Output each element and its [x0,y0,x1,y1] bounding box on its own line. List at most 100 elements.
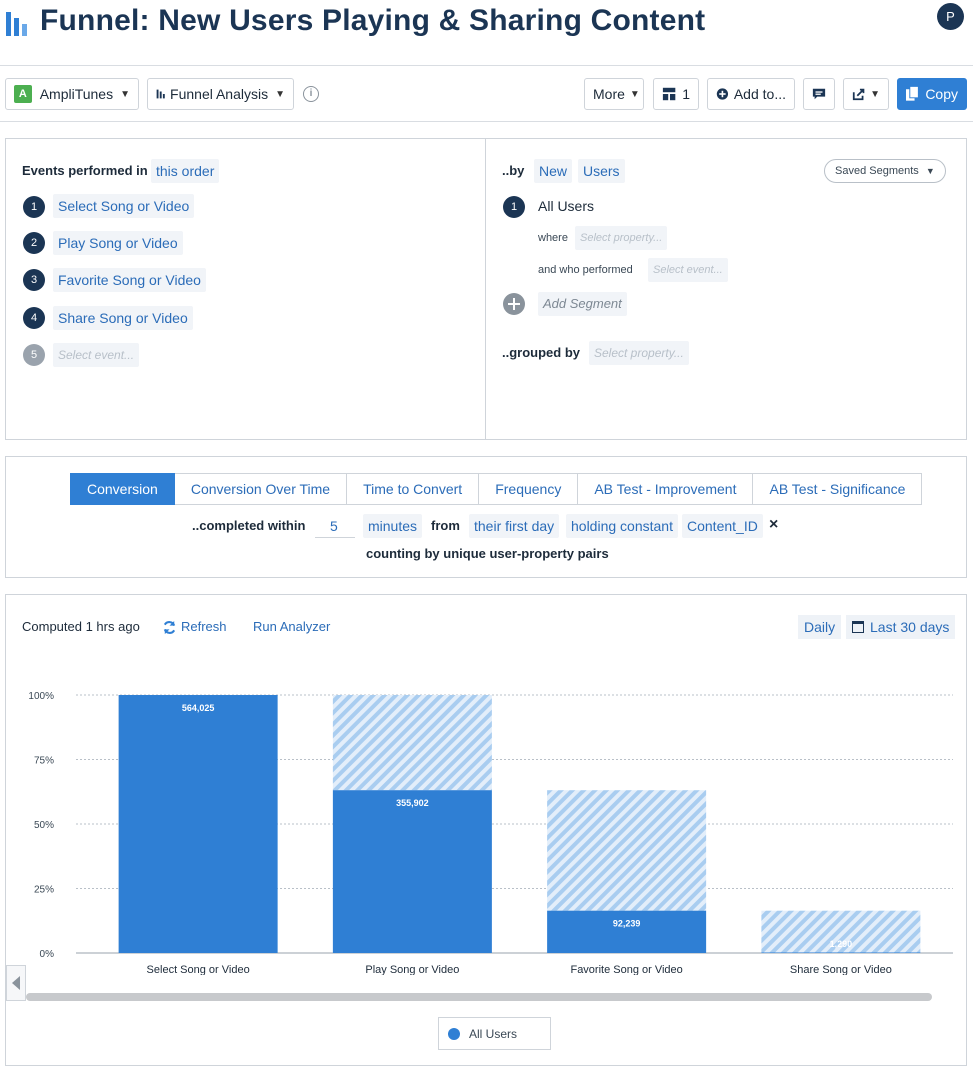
dashboard-count-button[interactable]: 1 [653,78,699,110]
dashboard-count: 1 [682,86,690,102]
legend[interactable]: All Users [438,1017,551,1050]
add-segment-icon[interactable] [503,293,525,315]
more-label: More [593,86,625,102]
x-tick-label: Play Song or Video [365,964,459,975]
share-button[interactable]: ▼ [843,78,889,110]
bar-value-label: 564,025 [182,703,215,713]
event-number: 5 [23,344,45,366]
dropoff-bar[interactable] [547,790,707,911]
y-tick-label: 0% [40,949,55,960]
where-property-input[interactable]: Select property... [575,226,668,250]
holding-constant-selector[interactable]: holding constant [566,514,678,538]
funnel-chart-icon [156,89,165,99]
event-number: 4 [23,307,45,329]
conversion-bar[interactable] [761,952,921,953]
event-number: 1 [23,196,45,218]
app-badge: A [14,85,32,103]
segment-number: 1 [503,196,525,218]
tab-conversion[interactable]: Conversion [70,473,175,505]
event-3[interactable]: Favorite Song or Video [53,268,206,292]
from-selector[interactable]: their first day [469,514,560,538]
date-range-selector[interactable]: Last 30 days [846,615,956,639]
events-heading: Events performed in [22,163,148,178]
app-name: AmpliTunes [39,86,114,102]
conversion-bar[interactable] [118,695,278,953]
event-1[interactable]: Select Song or Video [53,194,195,218]
funnel-chart-icon [6,12,27,36]
add-segment-button[interactable]: Add Segment [538,292,627,316]
copy-button[interactable]: Copy [897,78,967,110]
legend-label: All Users [469,1027,518,1041]
add-to-button[interactable]: Add to... [707,78,795,110]
saved-segments-dropdown[interactable]: Saved Segments ▼ [824,159,946,183]
remove-icon[interactable]: × [769,516,779,533]
counting-text: counting by unique user-property pairs [366,546,609,561]
chevron-down-icon: ▼ [629,88,640,100]
dropoff-bar[interactable] [761,910,921,953]
segment-name[interactable]: All Users [538,198,595,214]
legend-swatch [448,1028,460,1040]
refresh-icon[interactable] [162,620,177,635]
tab-frequency[interactable]: Frequency [479,473,579,505]
info-icon[interactable]: i [303,86,319,102]
chart-type-selector[interactable]: Funnel Analysis ▼ [147,78,294,110]
grouped-property-input[interactable]: Select property... [589,341,689,365]
horizontal-scrollbar[interactable] [26,993,932,1001]
conversion-bar[interactable] [332,790,492,953]
options-panel: Conversion Conversion Over Time Time to … [5,456,967,578]
copy-label: Copy [925,86,958,102]
from-label: from [431,518,460,533]
comment-icon [812,88,826,100]
chevron-down-icon: ▼ [120,88,130,100]
chevron-down-icon: ▼ [275,88,285,100]
dropoff-bar[interactable] [332,695,492,791]
scroll-left-button[interactable] [6,965,26,1001]
date-range-label: Last 30 days [870,619,950,635]
plus-circle-icon [716,88,729,100]
saved-segments-label: Saved Segments [835,165,919,177]
y-tick-label: 100% [28,691,54,702]
select-event-input[interactable]: Select event... [53,343,140,367]
comment-button[interactable] [803,78,835,110]
share-icon [852,88,865,101]
bar-value-label: 355,902 [396,798,429,808]
event-number: 2 [23,232,45,254]
run-analyzer-button[interactable]: Run Analyzer [253,619,331,634]
avatar[interactable]: P [937,3,964,30]
where-label: where [538,232,568,244]
tab-conversion-over-time[interactable]: Conversion Over Time [174,473,348,505]
time-unit-selector[interactable]: minutes [363,514,423,538]
users-selector[interactable]: Users [578,159,625,183]
order-selector[interactable]: this order [151,159,220,183]
app-selector[interactable]: A AmpliTunes ▼ [5,78,139,110]
tab-time-to-convert[interactable]: Time to Convert [347,473,480,505]
bar-value-label: 92,239 [613,919,641,929]
chart-panel: Computed 1 hrs ago Refresh Run Analyzer … [5,594,967,1066]
computed-time: Computed 1 hrs ago [22,619,140,634]
events-panel: Events performed in this order 1 Select … [5,138,967,440]
funnel-chart: 0% 25% 50% 75% 100% 564,025 Select Song or Vid… [28,691,953,975]
dashboard-icon [662,87,676,101]
event-number: 3 [23,269,45,291]
y-tick-label: 25% [34,885,54,896]
by-label: ..by [502,163,525,178]
performed-label: and who performed [538,264,633,276]
refresh-button[interactable]: Refresh [181,619,227,634]
panel-divider [485,139,486,439]
tab-ab-test-improvement[interactable]: AB Test - Improvement [578,473,754,505]
interval-selector[interactable]: Daily [798,615,842,639]
chart-type-label: Funnel Analysis [170,86,269,102]
header: Funnel: New Users Playing & Sharing Cont… [0,0,973,66]
page-title: Funnel: New Users Playing & Sharing Cont… [40,4,706,37]
more-button[interactable]: More ▼ [584,78,644,110]
conversion-bar[interactable] [547,910,707,953]
event-4[interactable]: Share Song or Video [53,306,193,330]
x-tick-label: Favorite Song or Video [570,964,682,975]
x-tick-label: Share Song or Video [790,964,892,975]
event-2[interactable]: Play Song or Video [53,231,183,255]
new-selector[interactable]: New [534,159,573,183]
completed-within-input[interactable]: 5 [315,514,355,538]
tab-ab-test-significance[interactable]: AB Test - Significance [753,473,923,505]
performed-event-input[interactable]: Select event... [648,258,728,282]
holding-property-chip[interactable]: Content_ID [682,514,763,538]
